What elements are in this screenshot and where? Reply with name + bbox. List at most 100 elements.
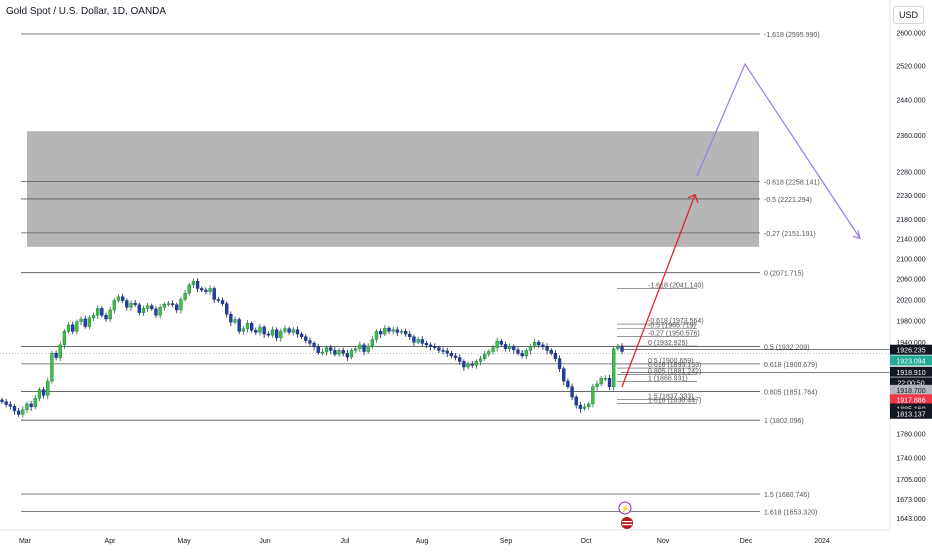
fib-level-label: -0.5 (2221.294) [764, 197, 812, 204]
price-tag-label: 1923.094 [896, 358, 925, 365]
candle-body [491, 347, 495, 352]
inner-fib-label: 1.618 (1830.447) [648, 398, 701, 405]
fib-level-label: 0.5 (1932.209) [764, 344, 810, 351]
candle-body [416, 339, 420, 343]
candle-body [620, 346, 624, 352]
candle-body [100, 308, 104, 316]
candle-body [458, 357, 462, 362]
candle-body [79, 318, 83, 322]
candle-body [287, 328, 291, 333]
price-tag-label: 1926.235 [896, 348, 925, 355]
candle-body [266, 333, 270, 336]
inner-fib-label: 0.5 (1900.659) [648, 358, 694, 365]
candle-body [474, 361, 479, 366]
candle-body [133, 302, 137, 305]
price-axis-tick: 1673.000 [896, 497, 925, 504]
price-axis-tick: 2100.000 [896, 256, 925, 263]
time-axis-tick: Jun [259, 538, 270, 545]
candle-body [437, 347, 441, 351]
price-axis-tick: 1740.000 [896, 455, 925, 462]
price-axis-tick: 2360.000 [896, 133, 925, 140]
candle-body [591, 386, 595, 405]
candle-body [150, 305, 154, 310]
candle-body [291, 329, 295, 333]
price-axis-tick: 2520.000 [896, 63, 925, 70]
time-axis-tick: 2024 [814, 538, 830, 545]
candle-body [595, 383, 599, 387]
candle-body [137, 304, 141, 313]
candle-body [379, 331, 383, 335]
candle-body [395, 329, 399, 333]
flag-stripe [622, 521, 632, 523]
candle-body [283, 328, 287, 332]
price-axis-tick: 2060.000 [896, 277, 925, 284]
time-axis-tick: Dec [740, 538, 753, 545]
candle-body [524, 350, 528, 357]
candle-body [125, 300, 129, 308]
inner-fib-label: 0.618 (1893.153) [648, 362, 701, 369]
price-tag-label: 22:00:50 [897, 380, 924, 387]
candle-body [441, 350, 445, 352]
candle-body [541, 344, 545, 347]
candle-body [116, 296, 121, 301]
time-axis-tick: Mar [19, 538, 32, 545]
candle-body [478, 358, 483, 362]
candle-body [4, 401, 8, 405]
candle-body [362, 344, 366, 352]
inner-fib-label: -0.5 (1965.719) [648, 322, 696, 329]
projection-path-purple [696, 62, 861, 239]
price-tag-label: 1813.137 [896, 412, 925, 419]
candle-body [21, 409, 25, 415]
candle-body [46, 380, 50, 396]
candle-body [83, 318, 87, 327]
candle-body [208, 288, 212, 292]
candle-body [366, 345, 370, 352]
currency-button[interactable]: USD [892, 6, 924, 24]
candle-body [108, 309, 112, 320]
candle-body [41, 389, 46, 396]
candle-body [337, 350, 341, 355]
time-axis-tick: May [177, 538, 191, 545]
candle-body [403, 331, 408, 335]
candle-body [195, 281, 200, 289]
candle-body [612, 348, 616, 387]
candle-body [225, 303, 229, 315]
price-axis-tick: 1780.000 [896, 431, 925, 438]
target-zone [27, 131, 759, 247]
candle-body [462, 361, 466, 368]
candle-body [33, 397, 37, 408]
candle-body [607, 378, 612, 387]
candle-body [0, 399, 4, 402]
price-tag [890, 394, 932, 405]
candle-body [599, 378, 603, 385]
candle-body [87, 317, 92, 327]
price-tag [890, 355, 932, 366]
inner-fib-label: -0.27 (1950.576) [648, 330, 700, 337]
candle-body [383, 327, 387, 335]
price-tag [890, 384, 932, 395]
candle-body [62, 331, 67, 346]
candle-body [570, 386, 574, 398]
candle-body [229, 314, 233, 323]
fib-level-label: -0.27 (2151.191) [764, 231, 816, 238]
us-flag-icon [621, 517, 633, 529]
candle-body [154, 308, 158, 316]
price-axis-tick: 2140.000 [896, 236, 925, 243]
candle-body [545, 346, 549, 351]
candle-body [499, 340, 503, 345]
candle-body [216, 299, 221, 301]
candle-body [54, 352, 58, 358]
candle-body [233, 319, 237, 323]
inner-fib-label: 1 (1868.931) [648, 376, 688, 383]
candle-body [408, 333, 412, 337]
candle-body [399, 331, 404, 333]
fib-level-label: -0.618 (2258.141) [764, 180, 820, 187]
candle-body [12, 406, 17, 412]
candle-body [75, 321, 79, 332]
candle-body [308, 340, 312, 344]
candle-body [170, 303, 175, 305]
candle-body [129, 302, 133, 308]
candle-body [29, 403, 33, 408]
